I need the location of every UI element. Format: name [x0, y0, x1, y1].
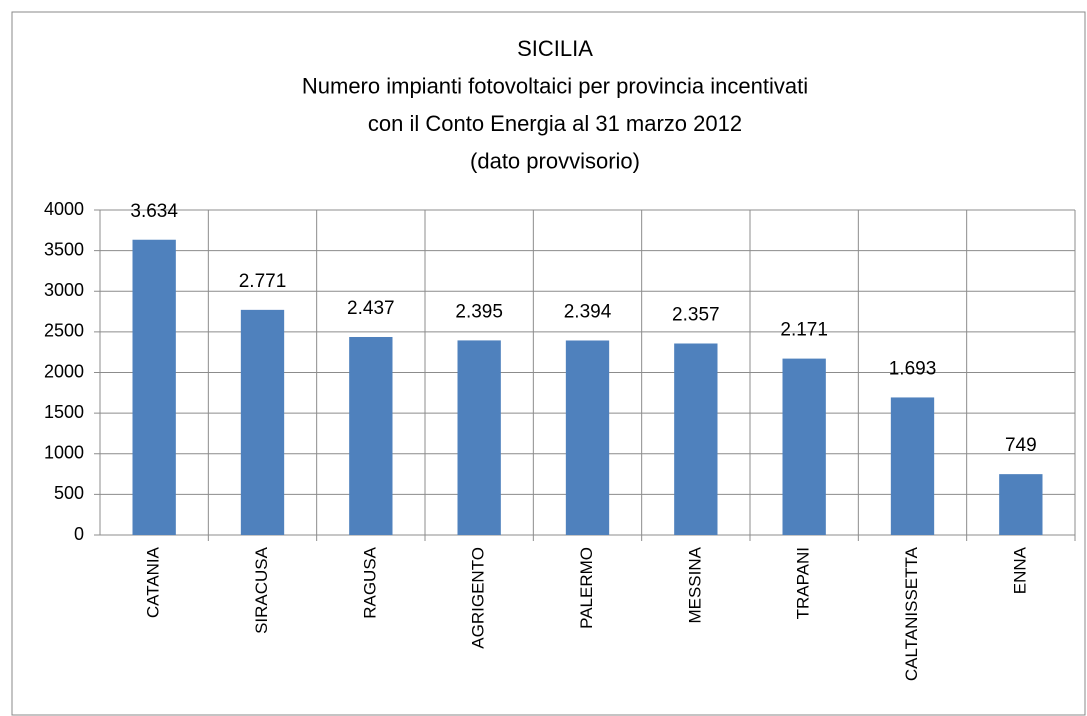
bar [349, 336, 393, 535]
y-tick-label: 1000 [44, 443, 84, 463]
data-label: 2.395 [455, 301, 503, 322]
bar [240, 309, 285, 535]
data-label: 3.634 [130, 201, 178, 222]
y-tick-label: 1500 [44, 402, 84, 422]
y-tick-label: 3500 [44, 239, 84, 259]
x-tick-label: CATANIA [144, 546, 163, 618]
y-tick-label: 2500 [44, 321, 84, 341]
y-tick-label: 500 [54, 483, 84, 503]
y-tick-label: 3000 [44, 280, 84, 300]
x-tick-label: TRAPANI [794, 547, 813, 619]
x-tick-label: CALTANISSETTA [902, 546, 921, 681]
data-label: 2.171 [780, 320, 828, 341]
data-label: 2.437 [347, 298, 395, 319]
bar [782, 358, 826, 535]
bar [999, 474, 1043, 535]
x-tick-label: SIRACUSA [252, 546, 271, 634]
y-tick-label: 4000 [44, 199, 84, 219]
x-tick-label: MESSINA [685, 546, 704, 623]
bar [674, 343, 718, 535]
x-tick-label: ENNA [1010, 546, 1029, 594]
chart-title: SICILIA [517, 36, 593, 61]
y-tick-label: 0 [74, 524, 84, 544]
bar [132, 239, 176, 536]
bar [565, 340, 610, 535]
data-label: 2.357 [672, 305, 720, 326]
chart-title: con il Conto Energia al 31 marzo 2012 [368, 111, 742, 136]
x-tick-label: AGRIGENTO [469, 547, 488, 649]
chart-frame [11, 11, 1086, 716]
bar [457, 340, 501, 535]
data-label: 2.394 [564, 302, 612, 323]
x-tick-label: RAGUSA [360, 546, 379, 618]
chart-title: Numero impianti fotovoltaici per provinc… [302, 73, 808, 98]
data-label: 1.693 [889, 358, 937, 379]
data-label: 749 [1005, 435, 1037, 456]
y-tick-label: 2000 [44, 361, 84, 381]
chart-title: (dato provvisorio) [470, 148, 640, 173]
bar [890, 397, 935, 535]
x-tick-label: PALERMO [577, 547, 596, 629]
data-label: 2.771 [239, 271, 287, 292]
